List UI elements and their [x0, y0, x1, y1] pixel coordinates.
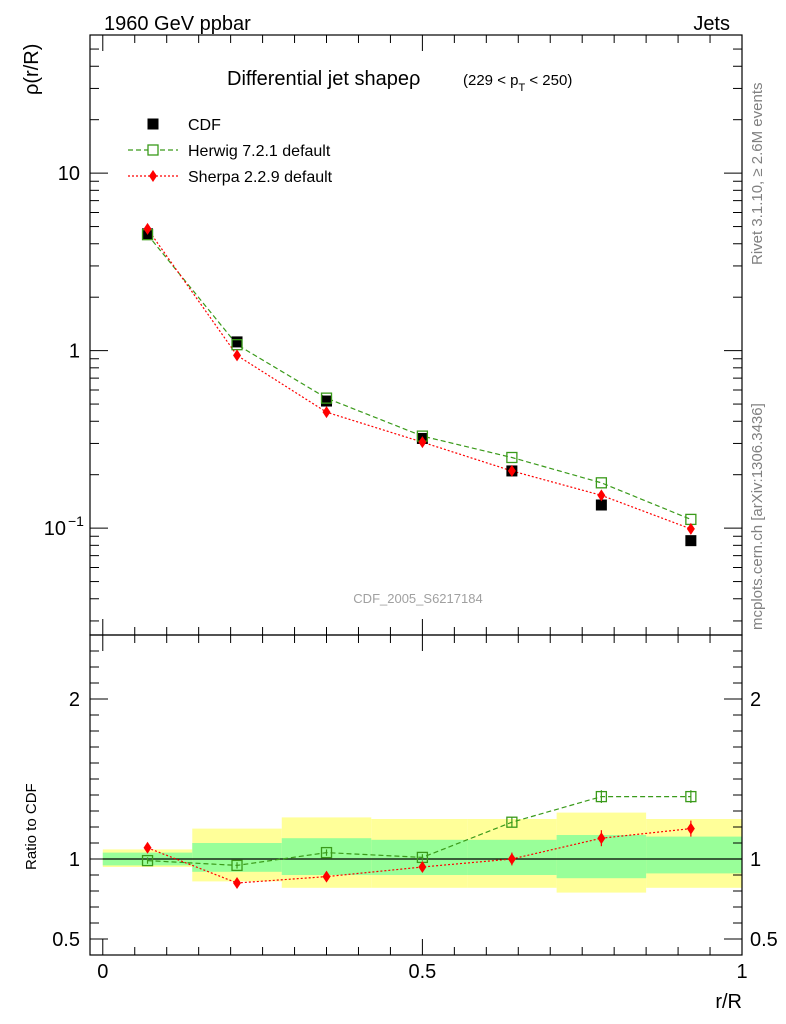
ratio-sherpa-point — [418, 861, 427, 873]
ratio-sherpa-point — [597, 832, 606, 845]
main-y-axis-label: ρ(r/R) — [21, 44, 43, 95]
cdf-point — [685, 535, 697, 547]
herwig-point — [320, 392, 333, 404]
legend-cdf-marker — [147, 118, 159, 130]
x-tick-label: 0.5 — [408, 961, 436, 983]
ratio-y-tick-label-right: 0.5 — [750, 929, 778, 951]
herwig-point — [685, 513, 697, 526]
ratio-y-tick-label: 0.5 — [52, 929, 80, 951]
sherpa-point — [233, 349, 242, 362]
sherpa-point — [322, 406, 331, 419]
rivet-version-label: Rivet 3.1.10, ≥ 2.6M events — [749, 83, 766, 266]
sherpa-point — [597, 489, 606, 502]
cdf-point — [595, 499, 607, 511]
ratio-sherpa-point — [507, 853, 516, 865]
ratio-sherpa-point — [322, 870, 331, 883]
sherpa-point — [418, 436, 427, 449]
source-url-label: mcplots.cern.ch [arXiv:1306.3436] — [749, 403, 766, 630]
legend-label: Sherpa 2.2.9 default — [188, 169, 333, 186]
cdf-point — [231, 336, 243, 348]
ratio-y-tick-label-right: 2 — [750, 689, 761, 711]
ratio-y-tick-label: 1 — [69, 849, 80, 871]
ratio-sherpa-point — [233, 877, 242, 889]
sherpa-point — [143, 222, 152, 235]
legend-label: CDF — [188, 117, 221, 134]
analysis-watermark: CDF_2005_S6217184 — [353, 591, 482, 606]
sherpa-line — [147, 228, 692, 530]
legend-label: Herwig 7.2.1 default — [188, 143, 331, 160]
legend: CDF Herwig 7.2.1 default Sherpa 2.2.9 defa… — [128, 117, 333, 186]
ratio-herwig-point — [506, 816, 518, 828]
ratio-herwig-point — [141, 854, 154, 867]
herwig-point — [506, 451, 518, 464]
ratio-band-inner — [646, 836, 742, 874]
plot-title-range: (229 < pT < 250) — [463, 72, 572, 94]
ratio-sherpa-point — [143, 841, 152, 854]
cdf-point — [321, 395, 333, 407]
plot-title: Differential jet shapeρ — [227, 68, 420, 90]
header-left: 1960 GeV ppbar — [104, 13, 251, 35]
ratio-herwig-point — [595, 790, 608, 803]
ratio-herwig-point — [320, 846, 333, 859]
herwig-point — [595, 477, 608, 489]
x-axis-label: r/R — [715, 991, 742, 1013]
main-y-tick-exponent: −1 — [68, 513, 84, 529]
ratio-frame — [89, 634, 743, 956]
ratio-panel: Ratio to CDF r/R 2 21 10.5 0.50 0.5 1 — [23, 634, 778, 1013]
legend-herwig-marker — [147, 144, 159, 156]
legend-sherpa-marker — [149, 170, 157, 182]
main-y-tick-label: 1 — [69, 341, 80, 363]
sherpa-point — [686, 522, 695, 535]
ratio-band-inner — [281, 838, 372, 875]
main-panel: Differential jet shapeρ (229 < pT < 250)… — [21, 34, 743, 636]
ratio-herwig-point — [231, 859, 243, 872]
herwig-line — [147, 234, 692, 520]
ratio-herwig-point — [685, 790, 697, 803]
ratio-y-tick-label: 2 — [69, 689, 80, 711]
ratio-y-axis-label: Ratio to CDF — [23, 783, 40, 870]
x-tick-label: 1 — [736, 961, 747, 983]
ratio-y-tick-label-right: 1 — [750, 849, 761, 871]
main-y-tick-label: 10 — [58, 163, 80, 185]
header-right: Jets — [693, 13, 730, 35]
x-tick-label: 0 — [97, 961, 108, 983]
sherpa-point — [507, 464, 516, 477]
ratio-sherpa-point — [686, 822, 695, 835]
main-y-tick-label: 10 — [44, 518, 66, 540]
